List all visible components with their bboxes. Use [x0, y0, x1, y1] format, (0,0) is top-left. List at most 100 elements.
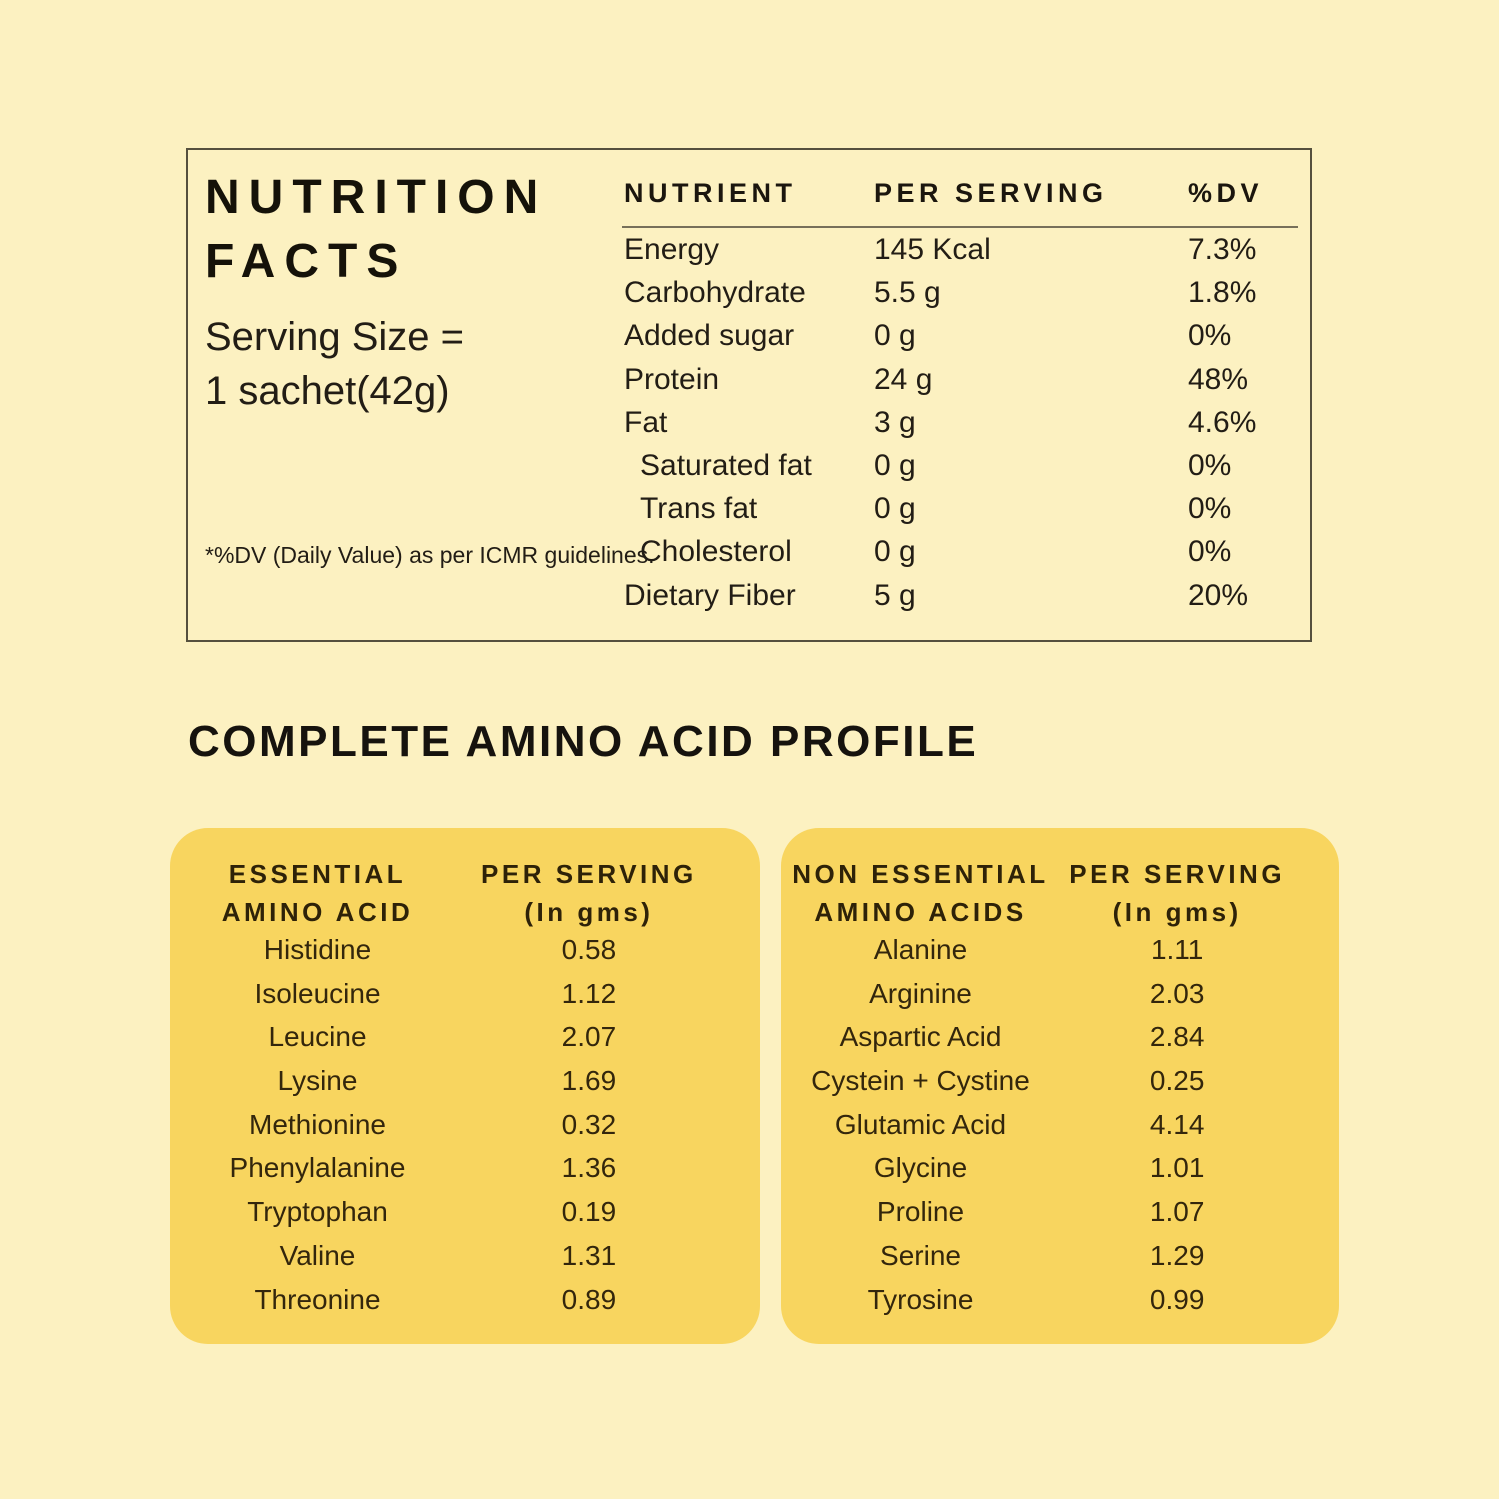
nutrient-amount: 5 g	[874, 578, 916, 612]
table-row-energy: Energy 145 Kcal 7.3%	[624, 228, 1300, 271]
amino-value: 1.29	[1149, 1239, 1205, 1271]
dv-footnote: *%DV (Daily Value) as per ICMR guideline…	[205, 542, 655, 568]
list-item-lysine: Lysine 1.69	[170, 1059, 760, 1103]
amino-name: Lysine	[277, 1065, 358, 1097]
table-row-fat: Fat 3 g 4.6%	[624, 401, 1300, 444]
nutrient-name: Protein	[624, 362, 720, 396]
amino-value: 4.14	[1149, 1108, 1205, 1140]
list-item-proline: Proline 1.07	[781, 1190, 1339, 1234]
amino-name: Serine	[880, 1239, 961, 1271]
nutrition-facts-title-line2: FACTS	[205, 235, 408, 288]
list-item-aspartic-acid: Aspartic Acid 2.84	[781, 1015, 1339, 1059]
nutrient-name: Dietary Fiber	[624, 578, 796, 612]
amino-value: 2.84	[1149, 1021, 1205, 1053]
list-item-phenylalanine: Phenylalanine 1.36	[170, 1146, 760, 1190]
list-item-cystein-cystine: Cystein + Cystine 0.25	[781, 1059, 1339, 1103]
amino-name: Cystein + Cystine	[811, 1065, 1030, 1097]
non-essential-rows: Alanine 1.11 Arginine 2.03 Aspartic Acid…	[781, 928, 1339, 1321]
nutrient-amount: 0 g	[874, 492, 916, 526]
nutrient-rows: Energy 145 Kcal 7.3% Carbohydrate 5.5 g …	[624, 228, 1300, 617]
non-essential-amino-card: NON ESSENTIAL AMINO ACIDS PER SERVING (I…	[781, 828, 1339, 1344]
amino-name: Threonine	[254, 1283, 381, 1315]
list-item-isoleucine: Isoleucine 1.12	[170, 972, 760, 1016]
col-header-per-serving: PER SERVING	[874, 178, 1108, 208]
amino-name: Glycine	[873, 1152, 968, 1184]
nutrient-dv: 1.8%	[1188, 276, 1257, 310]
nutrient-dv: 20%	[1188, 578, 1249, 612]
nutrient-dv: 0%	[1188, 448, 1232, 482]
amino-name: Aspartic Acid	[839, 1021, 1002, 1053]
amino-value: 0.58	[561, 934, 617, 965]
nutrient-table: NUTRIENT PER SERVING %DV Energy 145 Kcal…	[622, 178, 1300, 612]
list-item-serine: Serine 1.29	[781, 1234, 1339, 1278]
amino-value: 0.25	[1149, 1065, 1205, 1097]
nutrient-amount: 3 g	[874, 405, 916, 439]
header-divider	[622, 226, 1298, 228]
serving-size: Serving Size = 1 sachet(42g)	[205, 310, 464, 418]
amino-name: Phenylalanine	[229, 1152, 406, 1184]
amino-name: Glutamic Acid	[834, 1108, 1007, 1140]
essential-rows: Histidine 0.58 Isoleucine 1.12 Leucine 2…	[170, 928, 760, 1321]
nutrient-table-header: NUTRIENT PER SERVING %DV	[624, 178, 1300, 218]
nutrient-name: Fat	[624, 405, 668, 439]
col-header-nutrient: NUTRIENT	[624, 178, 797, 208]
nutrient-name: Trans fat	[640, 492, 758, 526]
essential-value-header-line1: PER SERVING	[481, 859, 697, 889]
list-item-glycine: Glycine 1.01	[781, 1146, 1339, 1190]
table-row-dietary-fiber: Dietary Fiber 5 g 20%	[624, 574, 1300, 617]
list-item-glutamic-acid: Glutamic Acid 4.14	[781, 1103, 1339, 1147]
amino-name: Valine	[279, 1239, 356, 1271]
amino-value: 1.07	[1149, 1196, 1205, 1228]
serving-size-line1: Serving Size =	[205, 315, 465, 359]
list-item-threonine: Threonine 0.89	[170, 1278, 760, 1322]
list-item-tyrosine: Tyrosine 0.99	[781, 1278, 1339, 1322]
amino-value: 0.32	[561, 1108, 617, 1140]
nutrient-name: Carbohydrate	[624, 276, 806, 310]
nutrient-amount: 5.5 g	[874, 276, 941, 310]
nutrient-name: Cholesterol	[640, 535, 792, 569]
nutrient-dv: 0%	[1188, 535, 1232, 569]
list-item-tryptophan: Tryptophan 0.19	[170, 1190, 760, 1234]
col-header-dv: %DV	[1188, 178, 1264, 208]
list-item-histidine: Histidine 0.58	[170, 928, 760, 972]
non-essential-value-header: PER SERVING (In gms)	[1032, 855, 1322, 931]
amino-value: 1.11	[1150, 934, 1204, 965]
amino-name: Leucine	[268, 1021, 367, 1053]
amino-value: 1.31	[561, 1239, 617, 1271]
serving-size-line2: 1 sachet(42g)	[205, 369, 450, 413]
nutrition-facts-box: NUTRITION FACTS Serving Size = 1 sachet(…	[186, 148, 1312, 642]
amino-value: 0.99	[1149, 1283, 1205, 1315]
non-essential-name-header-line2: AMINO ACIDS	[814, 897, 1027, 927]
list-item-leucine: Leucine 2.07	[170, 1015, 760, 1059]
amino-value: 1.69	[561, 1065, 617, 1097]
amino-value: 2.07	[561, 1021, 617, 1053]
amino-name: Methionine	[249, 1108, 386, 1140]
non-essential-value-header-line2: (In gms)	[1112, 897, 1242, 927]
essential-card-header: ESSENTIAL AMINO ACID PER SERVING (In gms…	[170, 855, 760, 935]
amino-value: 1.36	[561, 1152, 617, 1184]
list-item-valine: Valine 1.31	[170, 1234, 760, 1278]
nutrient-amount: 0 g	[874, 535, 916, 569]
amino-name: Proline	[876, 1196, 965, 1228]
nutrient-dv: 0%	[1188, 319, 1232, 353]
table-row-cholesterol: Cholesterol 0 g 0%	[624, 530, 1300, 573]
amino-name: Tyrosine	[867, 1283, 974, 1315]
table-row-trans-fat: Trans fat 0 g 0%	[624, 487, 1300, 530]
nutrition-facts-title-line1: NUTRITION	[205, 171, 548, 224]
amino-value: 1.01	[1149, 1152, 1205, 1184]
essential-name-header-line2: AMINO ACID	[221, 897, 414, 927]
table-row-carbohydrate: Carbohydrate 5.5 g 1.8%	[624, 271, 1300, 314]
non-essential-value-header-line1: PER SERVING	[1069, 859, 1286, 889]
essential-amino-card: ESSENTIAL AMINO ACID PER SERVING (In gms…	[170, 828, 760, 1344]
table-row-protein: Protein 24 g 48%	[624, 358, 1300, 401]
essential-value-header-line2: (In gms)	[524, 897, 654, 927]
amino-name: Histidine	[263, 934, 372, 965]
table-row-saturated-fat: Saturated fat 0 g 0%	[624, 444, 1300, 487]
nutrient-name: Saturated fat	[640, 448, 812, 482]
nutrient-dv: 0%	[1188, 492, 1232, 526]
amino-value: 0.19	[561, 1196, 617, 1228]
nutrient-amount: 145 Kcal	[874, 233, 991, 266]
essential-name-header-line1: ESSENTIAL	[228, 859, 407, 889]
nutrition-facts-title: NUTRITION FACTS	[205, 166, 547, 294]
